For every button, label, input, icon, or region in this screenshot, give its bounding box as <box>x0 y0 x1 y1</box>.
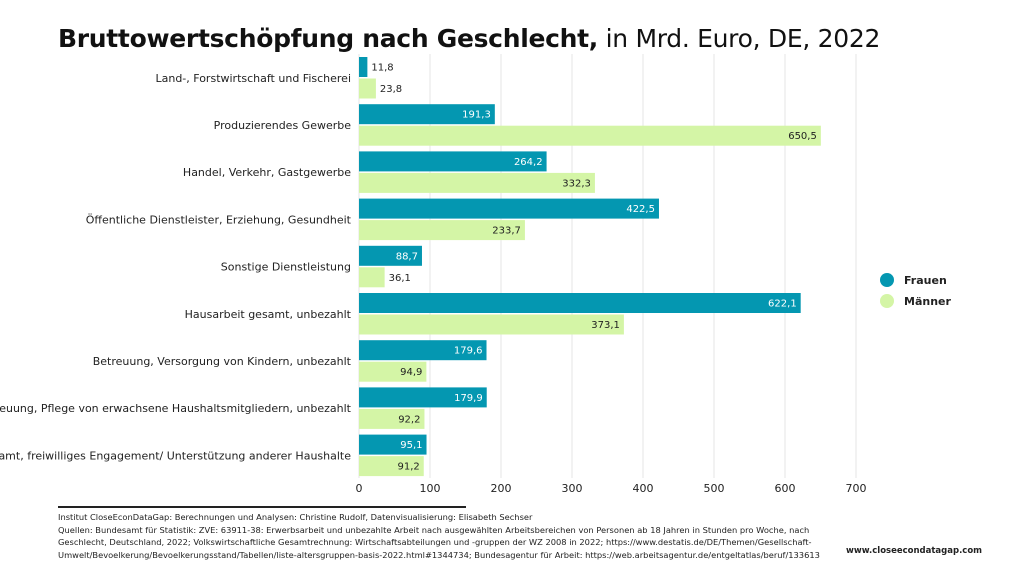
value-label-frauen: 11,8 <box>371 63 393 74</box>
footer-line: Umwelt/Bevoelkerung/Bevoelkerungsstand/T… <box>58 549 820 560</box>
bar-frauen <box>359 293 801 313</box>
labels: 0 100 200 300 400 500 600 700 Land-, Forstwirtsc… <box>0 63 867 496</box>
legend-item-maenner: Männer <box>880 291 951 311</box>
bar-frauen <box>359 434 427 455</box>
x-tick-label: 400 <box>633 482 654 495</box>
bar-chart: 0 100 200 300 400 500 600 700 Land-, Forstwirtsc… <box>0 54 867 496</box>
category-label: Land-, Forstwirtschaft und Fischerei <box>155 72 351 85</box>
bar-frauen <box>359 57 368 77</box>
legend-dot-maenner <box>880 294 894 308</box>
chart-title-rest: in Mrd. Euro, DE, 2022 <box>597 24 881 53</box>
category-label: Betreuung, Pflege von erwachsene Haushal… <box>0 402 352 415</box>
value-label-maenner: 94,9 <box>400 367 422 378</box>
category-label: Ehrenamt, freiwilliges Engagement/ Unter… <box>0 449 351 462</box>
value-label-frauen: 422,5 <box>626 204 655 215</box>
footer-line: Geschlecht, Deutschland, 2022; Volkswirt… <box>58 537 812 547</box>
value-label-frauen: 179,9 <box>454 393 483 404</box>
bar-maenner <box>359 220 525 241</box>
bar-frauen <box>359 104 495 125</box>
bar-frauen <box>359 340 487 361</box>
bar-frauen <box>359 151 547 172</box>
value-label-maenner: 233,7 <box>492 226 521 237</box>
value-label-frauen: 88,7 <box>396 251 418 262</box>
x-tick-label: 200 <box>491 482 512 495</box>
x-tick-label: 0 <box>356 482 363 495</box>
x-tick-label: 700 <box>846 482 867 495</box>
bar-frauen <box>359 245 422 266</box>
x-tick-label: 600 <box>775 482 796 495</box>
value-label-maenner: 650,5 <box>788 131 817 142</box>
value-label-maenner: 92,2 <box>398 414 420 425</box>
value-label-maenner: 23,8 <box>380 84 402 95</box>
x-tick-label: 500 <box>704 482 725 495</box>
legend-label-frauen: Frauen <box>904 273 947 287</box>
footer-line: Quellen: Bundesamt für Statistik: ZVE: 6… <box>58 524 810 535</box>
footer-line: Institut CloseEconDataGap: Berechnungen … <box>58 512 533 522</box>
legend-dot-frauen <box>880 273 894 287</box>
value-label-maenner: 91,2 <box>397 462 419 473</box>
legend-label-maenner: Männer <box>904 294 951 308</box>
footer-divider <box>58 506 466 508</box>
bar-maenner <box>359 172 595 193</box>
x-tick-label: 300 <box>562 482 583 495</box>
bar-maenner <box>359 314 624 335</box>
chart-title: Bruttowertschöpfung nach Geschlecht, in … <box>58 24 880 53</box>
bars <box>359 57 821 477</box>
bar-maenner <box>359 408 425 429</box>
value-label-frauen: 191,3 <box>462 110 491 121</box>
x-tick-label: 100 <box>420 482 441 495</box>
category-label: Öffentliche Dienstleister, Erziehung, Ge… <box>86 213 352 226</box>
bar-maenner <box>359 456 424 477</box>
bar-frauen <box>359 198 659 219</box>
bar-frauen <box>359 387 487 408</box>
grid-lines <box>358 54 857 478</box>
chart-title-bold: Bruttowertschöpfung nach Geschlecht, <box>58 24 598 53</box>
value-label-maenner: 36,1 <box>389 273 411 284</box>
value-label-frauen: 622,1 <box>768 299 797 310</box>
category-label: Hausarbeit gesamt, unbezahlt <box>185 308 352 321</box>
legend: Frauen Männer <box>880 270 951 312</box>
bar-maenner <box>359 125 821 146</box>
value-label-maenner: 373,1 <box>591 320 620 331</box>
value-label-frauen: 179,6 <box>454 346 483 357</box>
bar-maenner <box>359 361 427 382</box>
bar-maenner <box>359 78 376 99</box>
category-label: Betreuung, Versorgung von Kindern, unbez… <box>93 355 352 368</box>
legend-item-frauen: Frauen <box>880 270 951 290</box>
footer-sources: Institut CloseEconDataGap: Berechnungen … <box>58 511 838 561</box>
category-label: Produzierendes Gewerbe <box>214 119 352 132</box>
bar-maenner <box>359 267 385 288</box>
category-label: Sonstige Dienstleistung <box>221 261 351 274</box>
category-label: Handel, Verkehr, Gastgewerbe <box>183 166 351 179</box>
value-label-maenner: 332,3 <box>562 178 591 189</box>
value-label-frauen: 95,1 <box>400 440 422 451</box>
value-label-frauen: 264,2 <box>514 157 543 168</box>
website-link[interactable]: www.closeecondatagap.com <box>846 546 983 556</box>
